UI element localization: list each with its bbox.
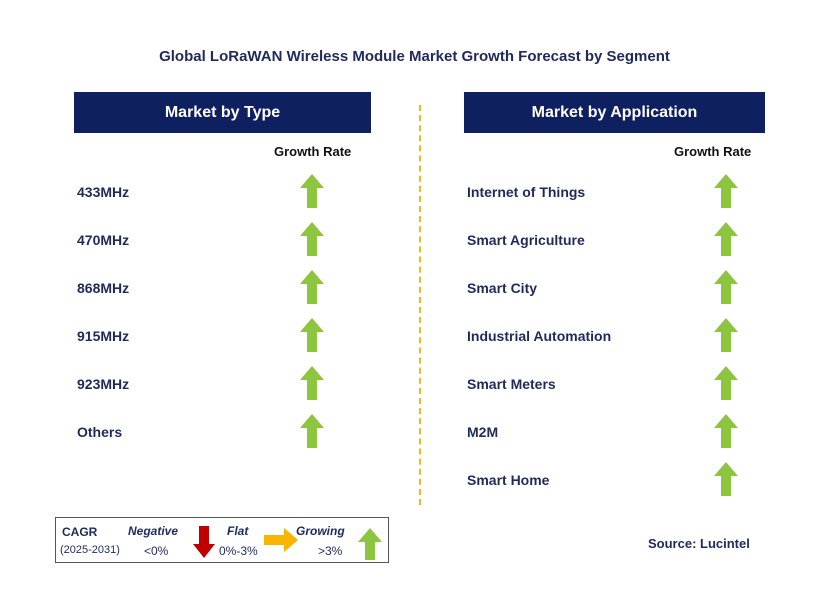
up-arrow-icon <box>300 414 324 448</box>
up-arrow-icon <box>300 222 324 256</box>
up-arrow-icon <box>714 222 738 256</box>
application-row-label: Smart Agriculture <box>467 232 585 248</box>
legend-growing: Growing <box>296 524 345 538</box>
application-row-label: M2M <box>467 424 499 440</box>
left-panel-header: Market by Type <box>74 92 371 133</box>
application-row-label: Smart Meters <box>467 376 556 392</box>
application-row-label: Internet of Things <box>467 184 586 200</box>
type-row-label: 868MHz <box>77 280 130 296</box>
type-row-label: Others <box>77 424 123 440</box>
up-arrow-icon <box>300 366 324 400</box>
legend-period: (2025-2031) <box>60 544 120 556</box>
up-arrow-icon <box>714 174 738 208</box>
up-arrow-icon <box>358 528 382 560</box>
legend-negative-range: <0% <box>144 544 169 558</box>
right-growth-rate-label: Growth Rate <box>674 144 752 159</box>
type-row-label: 915MHz <box>77 328 130 344</box>
down-arrow-icon <box>193 526 215 558</box>
application-row-label: Smart City <box>467 280 538 296</box>
up-arrow-icon <box>714 270 738 304</box>
up-arrow-icon <box>714 318 738 352</box>
legend-box: CAGR (2025-2031) Negative <0% Flat 0%-3%… <box>55 517 389 563</box>
legend-negative: Negative <box>128 524 179 538</box>
chart-title: Global LoRaWAN Wireless Module Market Gr… <box>159 48 670 65</box>
panel-divider <box>419 105 421 505</box>
up-arrow-icon <box>300 318 324 352</box>
legend-cagr: CAGR <box>62 525 98 539</box>
legend-flat-range: 0%-3% <box>219 544 258 558</box>
type-row-label: 923MHz <box>77 376 130 392</box>
application-row-label: Smart Home <box>467 472 550 488</box>
application-row-label: Industrial Automation <box>467 328 612 344</box>
right-panel-header: Market by Application <box>464 92 765 133</box>
type-row-label: 470MHz <box>77 232 130 248</box>
source-label: Source: Lucintel <box>648 536 750 551</box>
up-arrow-icon <box>300 270 324 304</box>
up-arrow-icon <box>300 174 324 208</box>
right-arrow-icon <box>264 528 298 552</box>
up-arrow-icon <box>714 414 738 448</box>
type-row-label: 433MHz <box>77 184 130 200</box>
up-arrow-icon <box>714 366 738 400</box>
left-growth-rate-label: Growth Rate <box>274 144 352 159</box>
legend-flat: Flat <box>227 524 249 538</box>
up-arrow-icon <box>714 462 738 496</box>
legend-growing-range: >3% <box>318 544 343 558</box>
